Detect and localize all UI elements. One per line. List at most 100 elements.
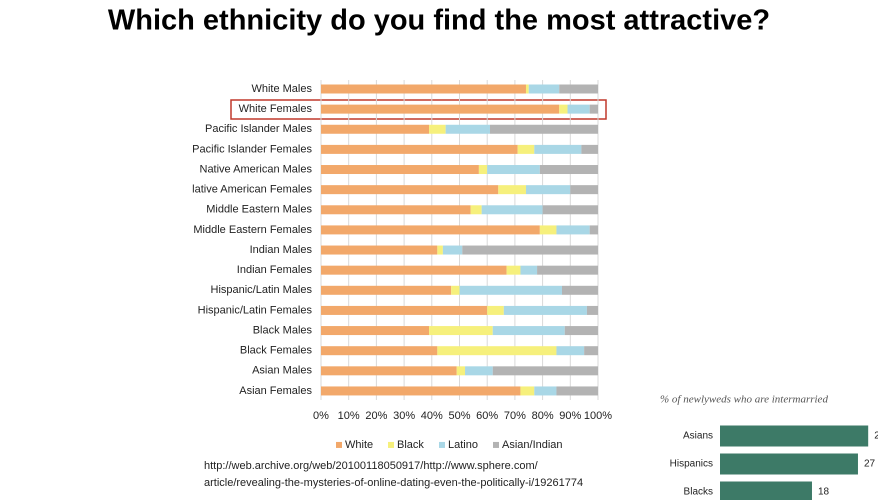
bar-segment (498, 185, 526, 195)
bar-segment (437, 346, 557, 356)
bar-segment (492, 366, 598, 376)
bar-segment (567, 104, 590, 114)
y-tick-label: Asians (683, 431, 713, 442)
y-tick-label: Black Females (240, 345, 313, 357)
bar-segment (539, 225, 557, 235)
legend-label: Asian/Indian (502, 439, 563, 451)
x-tick-label: 30% (393, 410, 415, 422)
bar-segment (442, 245, 463, 255)
bar-segment (537, 265, 598, 275)
highlight-box (230, 99, 607, 120)
legend-label: Black (397, 439, 424, 451)
bar-segment (321, 265, 507, 275)
bar-segment (584, 346, 598, 356)
bar-segment (528, 84, 560, 94)
y-tick-label: Hispanics (670, 459, 713, 470)
bar-segment (489, 124, 598, 134)
bar-segment (506, 265, 521, 275)
bar-segment (520, 386, 535, 396)
legend-label: White (345, 439, 373, 451)
y-tick-label: Blacks (684, 487, 713, 498)
y-tick-label: White Males (251, 83, 312, 95)
bar-segment (459, 285, 562, 295)
bar-segment (429, 326, 493, 336)
legend-label: Latino (448, 439, 478, 451)
x-tick-label: 50% (448, 410, 470, 422)
bar-segment (487, 165, 540, 175)
bar-segment (589, 225, 598, 235)
legend-swatch (439, 441, 445, 448)
y-tick-label: Pacific Islander Males (205, 123, 312, 135)
x-tick-label: 60% (476, 410, 498, 422)
x-tick-label: 20% (365, 410, 387, 422)
bar-segment (581, 144, 598, 154)
bar-segment (321, 305, 488, 315)
value-label: 18 (818, 487, 830, 498)
bar-segment (564, 326, 598, 336)
y-tick-label: Pacific Islander Females (192, 143, 312, 155)
bar-segment (321, 84, 526, 94)
bar-segment (559, 84, 598, 94)
bar-segment (570, 185, 598, 195)
bar-segment (321, 366, 457, 376)
value-label: 29 (874, 431, 878, 442)
bar-segment (321, 285, 452, 295)
bar-segment (561, 285, 598, 295)
y-tick-label: Native American Males (200, 163, 313, 175)
bar-segment (321, 346, 438, 356)
bar-segment (321, 245, 438, 255)
bar-segment (321, 124, 430, 134)
bar-segment (456, 366, 466, 376)
y-tick-label: lative American Females (192, 184, 312, 196)
y-tick-label: Middle Eastern Males (206, 204, 312, 216)
x-tick-label: 10% (338, 410, 360, 422)
y-tick-label: Asian Males (252, 365, 312, 377)
bar-segment (556, 386, 598, 396)
bar-segment (534, 144, 582, 154)
x-tick-label: 40% (421, 410, 443, 422)
bar-segment (589, 104, 598, 114)
y-tick-label: Hispanic/Latin Females (198, 304, 313, 316)
bar-segment (437, 245, 443, 255)
chart-title: Which ethnicity do you find the most att… (108, 5, 770, 37)
bar-segment (429, 124, 446, 134)
y-tick-label: Indian Males (250, 244, 313, 256)
bar-segment (556, 225, 590, 235)
bar (720, 453, 858, 475)
bar-segment (321, 144, 518, 154)
bar-segment (539, 165, 598, 175)
bar-segment (525, 185, 571, 195)
bar-segment (487, 305, 504, 315)
y-tick-label: Asian Females (239, 385, 312, 397)
bar-segment (321, 386, 521, 396)
bar-segment (462, 245, 598, 255)
x-tick-label: 0% (313, 410, 329, 422)
bar-segment (556, 346, 585, 356)
bar-segment (321, 104, 560, 114)
y-tick-label: Indian Females (237, 264, 313, 276)
value-label: 27 (864, 459, 876, 470)
x-tick-label: 100% (584, 410, 612, 422)
bar (720, 425, 869, 447)
bar-segment (534, 386, 557, 396)
x-tick-label: 90% (559, 410, 581, 422)
legend-swatch (388, 441, 394, 448)
x-tick-label: 80% (532, 410, 554, 422)
bar (720, 481, 812, 500)
bar-segment (321, 225, 540, 235)
bar-segment (559, 104, 568, 114)
source-line: article/revealing-the-mysteries-of-onlin… (204, 477, 583, 489)
chart-subtitle: % of newlyweds who are intermarried (660, 394, 828, 406)
bar-segment (517, 144, 535, 154)
bar-segment (451, 285, 460, 295)
bar-segment (525, 84, 529, 94)
source-line: http://web.archive.org/web/2010011805091… (204, 460, 539, 472)
bar-segment (586, 305, 598, 315)
y-tick-label: Black Males (253, 324, 313, 336)
x-tick-label: 70% (504, 410, 526, 422)
bar-segment (321, 185, 499, 195)
bar-segment (503, 305, 587, 315)
bar-segment (445, 124, 490, 134)
